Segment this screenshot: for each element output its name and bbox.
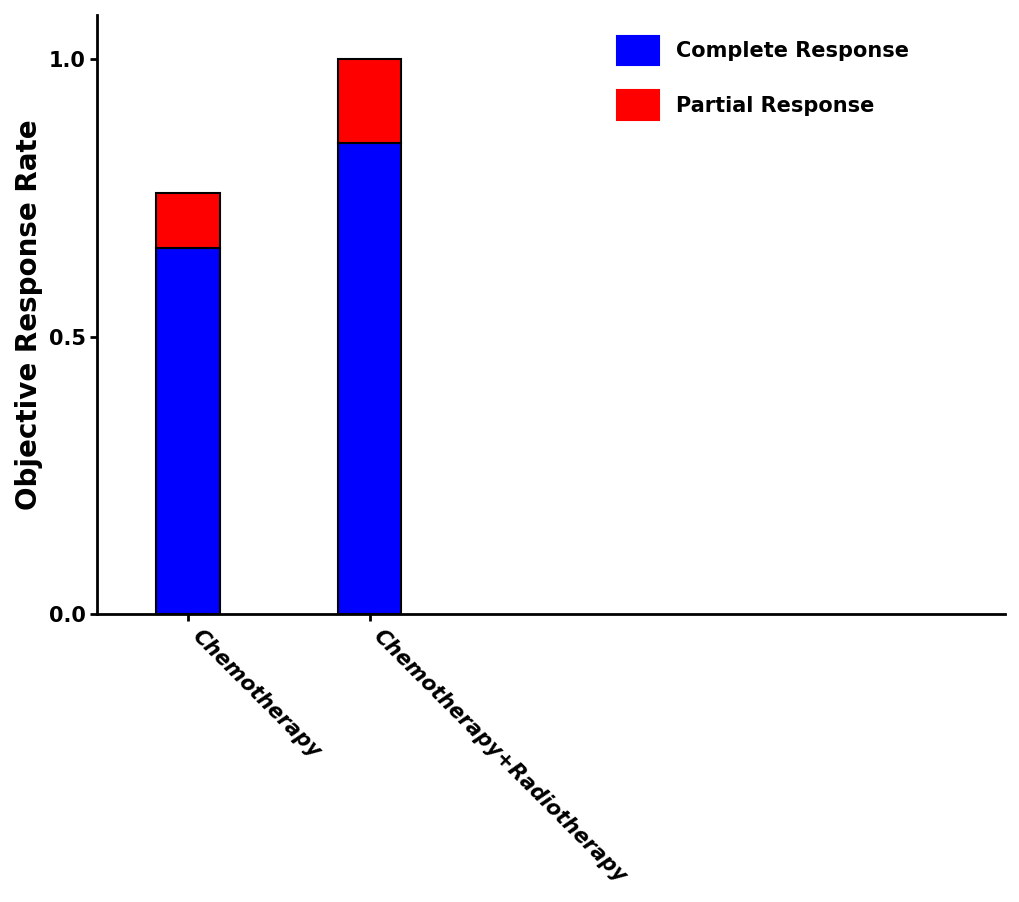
Bar: [156, 193, 220, 248]
Y-axis label: Objective Response Rate: Objective Response Rate: [15, 119, 43, 510]
Bar: [156, 248, 220, 614]
Legend: Complete Response, Partial Response: Complete Response, Partial Response: [606, 25, 918, 130]
Bar: [337, 60, 401, 143]
Bar: [337, 143, 401, 614]
